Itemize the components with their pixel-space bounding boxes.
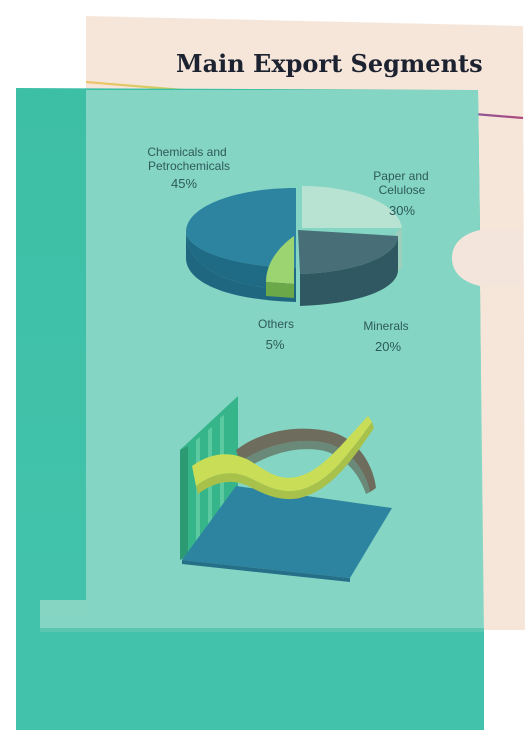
- decorative-3d-chart: [180, 396, 392, 582]
- label-paper-line2: Celulose: [379, 183, 426, 197]
- ribbon-brown: [236, 428, 376, 492]
- paper-bottom-edge: [40, 628, 484, 632]
- label-chemicals-line1: Chemicals and: [147, 145, 226, 159]
- chart-floor: [182, 486, 392, 578]
- label-minerals-pct: 20%: [375, 339, 401, 354]
- pie-slice-others-side: [266, 282, 294, 298]
- folder-paper-overlap-left: [40, 600, 86, 612]
- chart-floor-edge: [182, 560, 350, 582]
- pie-slice-minerals: [298, 230, 398, 274]
- ribbon-yellow-shade: [196, 422, 374, 500]
- pie-labels: Chemicals and Petrochemicals 45% Paper a…: [147, 145, 428, 354]
- chart-back-wall-front: [180, 446, 188, 560]
- label-paper-pct: 30%: [389, 203, 415, 218]
- pie-slice-paper: [302, 186, 402, 228]
- thumb-notch: [452, 230, 523, 286]
- pie-slice-chemicals-side-lower: [186, 232, 296, 302]
- label-paper-line1: Paper and: [373, 169, 428, 183]
- pie-chart: [186, 186, 402, 306]
- label-others-pct: 5%: [266, 337, 285, 352]
- label-chemicals-pct: 45%: [171, 176, 197, 191]
- ribbon-yellow: [192, 416, 372, 492]
- wall-stripe-1: [196, 437, 200, 552]
- folder-bottom: [16, 632, 484, 730]
- pie-slice-minerals-side: [300, 236, 398, 306]
- pie-slice-chemicals: [186, 188, 296, 268]
- pie-slice-others: [266, 236, 294, 284]
- label-minerals-line1: Minerals: [363, 319, 408, 333]
- page-title: Main Export Segments: [176, 49, 483, 78]
- label-others-line1: Others: [258, 317, 294, 331]
- label-chemicals-line2: Petrochemicals: [148, 159, 230, 173]
